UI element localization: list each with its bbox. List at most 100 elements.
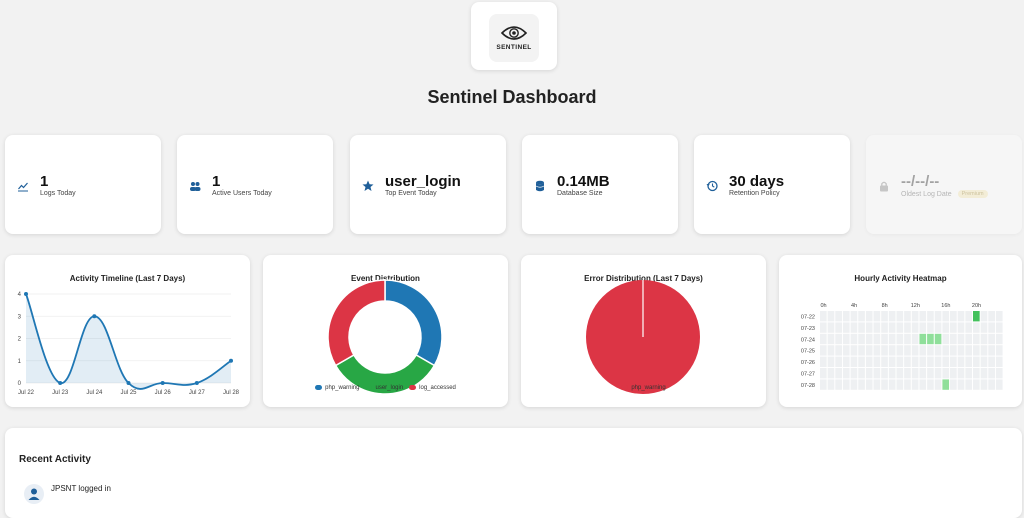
heatmap-cell xyxy=(904,356,911,367)
heatmap-cell xyxy=(973,356,980,367)
heatmap-cell xyxy=(957,333,965,345)
recent-activity-title: Recent Activity xyxy=(19,454,91,465)
stat-value: --/--/-- xyxy=(901,173,940,190)
heatmap-cell xyxy=(881,356,888,367)
heatmap-cell xyxy=(835,322,842,333)
heatmap-cell xyxy=(835,368,842,379)
heatmap-cell xyxy=(934,368,942,379)
event-distribution-card: Event Distribution php_warning user_login… xyxy=(263,255,508,407)
heatmap-cell xyxy=(820,311,827,322)
legend-item[interactable]: user_login xyxy=(365,385,403,391)
heatmap-cell xyxy=(988,356,995,367)
lock-icon xyxy=(880,181,888,192)
y-tick-label: 3 xyxy=(18,314,22,320)
column-label: 0h xyxy=(820,303,826,309)
data-point xyxy=(92,314,97,319)
heatmap-cell xyxy=(950,333,957,345)
heatmap-cell xyxy=(881,368,888,379)
heatmap-cell xyxy=(904,345,911,356)
y-tick-label: 0 xyxy=(18,381,22,387)
stat-value: 1 xyxy=(212,173,221,190)
heatmap-cell xyxy=(888,311,896,322)
heatmap-cell xyxy=(842,311,850,322)
legend-swatch xyxy=(315,385,323,390)
heatmap-cell xyxy=(911,333,919,345)
stat-label: Top Event Today xyxy=(385,190,437,197)
heatmap-cell xyxy=(911,379,919,390)
premium-badge: Premium xyxy=(957,190,988,198)
heatmap-cell xyxy=(934,333,942,345)
heatmap-cell xyxy=(934,379,942,390)
chart-legend: php_warning user_login log_accessed xyxy=(263,385,508,391)
heatmap-cell xyxy=(911,322,919,333)
heatmap-cell xyxy=(835,379,842,390)
heatmap-cell xyxy=(850,356,858,367)
heatmap-cell xyxy=(950,379,957,390)
heatmap-cell xyxy=(950,356,957,367)
legend-item[interactable]: php_warning xyxy=(315,385,359,391)
heatmap-cell xyxy=(842,379,850,390)
heatmap-cell xyxy=(865,368,873,379)
heatmap-cell xyxy=(973,311,980,322)
legend-swatch xyxy=(409,385,417,390)
star-icon xyxy=(362,180,374,191)
heatmap-cell xyxy=(865,345,873,356)
x-tick-label: Jul 23 xyxy=(52,390,69,396)
legend-item[interactable]: log_accessed xyxy=(409,385,456,391)
heatmap-cell xyxy=(919,311,927,322)
heatmap-cell xyxy=(927,322,934,333)
column-label: 16h xyxy=(941,303,950,309)
heatmap-cell xyxy=(942,368,950,379)
data-point xyxy=(194,381,199,385)
heatmap-cell xyxy=(965,322,972,333)
heatmap-cell xyxy=(919,322,927,333)
stat-label: Database Size xyxy=(557,190,603,197)
heatmap-cell xyxy=(950,345,957,356)
heatmap-cell xyxy=(842,345,850,356)
heatmap-cell xyxy=(919,379,927,390)
data-point xyxy=(229,358,233,363)
heatmap-cell xyxy=(911,345,919,356)
heatmap-cell xyxy=(850,368,858,379)
heatmap-cell xyxy=(919,333,927,345)
heatmap-cell xyxy=(835,311,842,322)
heatmap-cell xyxy=(850,322,858,333)
heatmap-cell xyxy=(858,379,865,390)
event-distribution-chart xyxy=(327,279,443,395)
heatmap-cell xyxy=(827,345,835,356)
history-icon xyxy=(706,180,718,192)
heatmap-cell xyxy=(942,345,950,356)
heatmap-cell xyxy=(919,356,927,367)
heatmap-cell xyxy=(858,345,865,356)
heatmap-cell xyxy=(873,345,881,356)
stat-card-database-size: 0.14MB Database Size xyxy=(522,135,678,234)
users-icon xyxy=(190,182,201,191)
heatmap-cell xyxy=(942,311,950,322)
heatmap-cell xyxy=(835,345,842,356)
heatmap-cell xyxy=(911,368,919,379)
heatmap-cell xyxy=(881,345,888,356)
error-distribution-chart xyxy=(586,280,700,394)
heatmap-cell xyxy=(865,379,873,390)
stat-card-logs-today: 1 Logs Today xyxy=(5,135,161,234)
heatmap-cell xyxy=(995,356,1003,367)
column-label: 8h xyxy=(882,303,888,309)
heatmap-cell xyxy=(927,345,934,356)
stat-label: Active Users Today xyxy=(212,190,272,197)
stat-card-active-users: 1 Active Users Today xyxy=(177,135,333,234)
heatmap-cell xyxy=(957,368,965,379)
heatmap-cell xyxy=(980,322,988,333)
heatmap-cell xyxy=(888,379,896,390)
legend-label: log_accessed xyxy=(419,385,456,392)
heatmap-cell xyxy=(842,368,850,379)
heatmap-cell xyxy=(919,345,927,356)
activity-item-text: JPSNT logged in xyxy=(51,484,111,493)
heatmap-cell xyxy=(858,368,865,379)
pie-slice xyxy=(384,279,443,367)
legend-item[interactable]: php_warning xyxy=(621,385,666,391)
data-point xyxy=(58,381,63,385)
stat-value: 30 days xyxy=(729,173,785,190)
heatmap-cell xyxy=(942,322,950,333)
column-label: 12h xyxy=(911,303,920,309)
data-point xyxy=(160,381,165,385)
